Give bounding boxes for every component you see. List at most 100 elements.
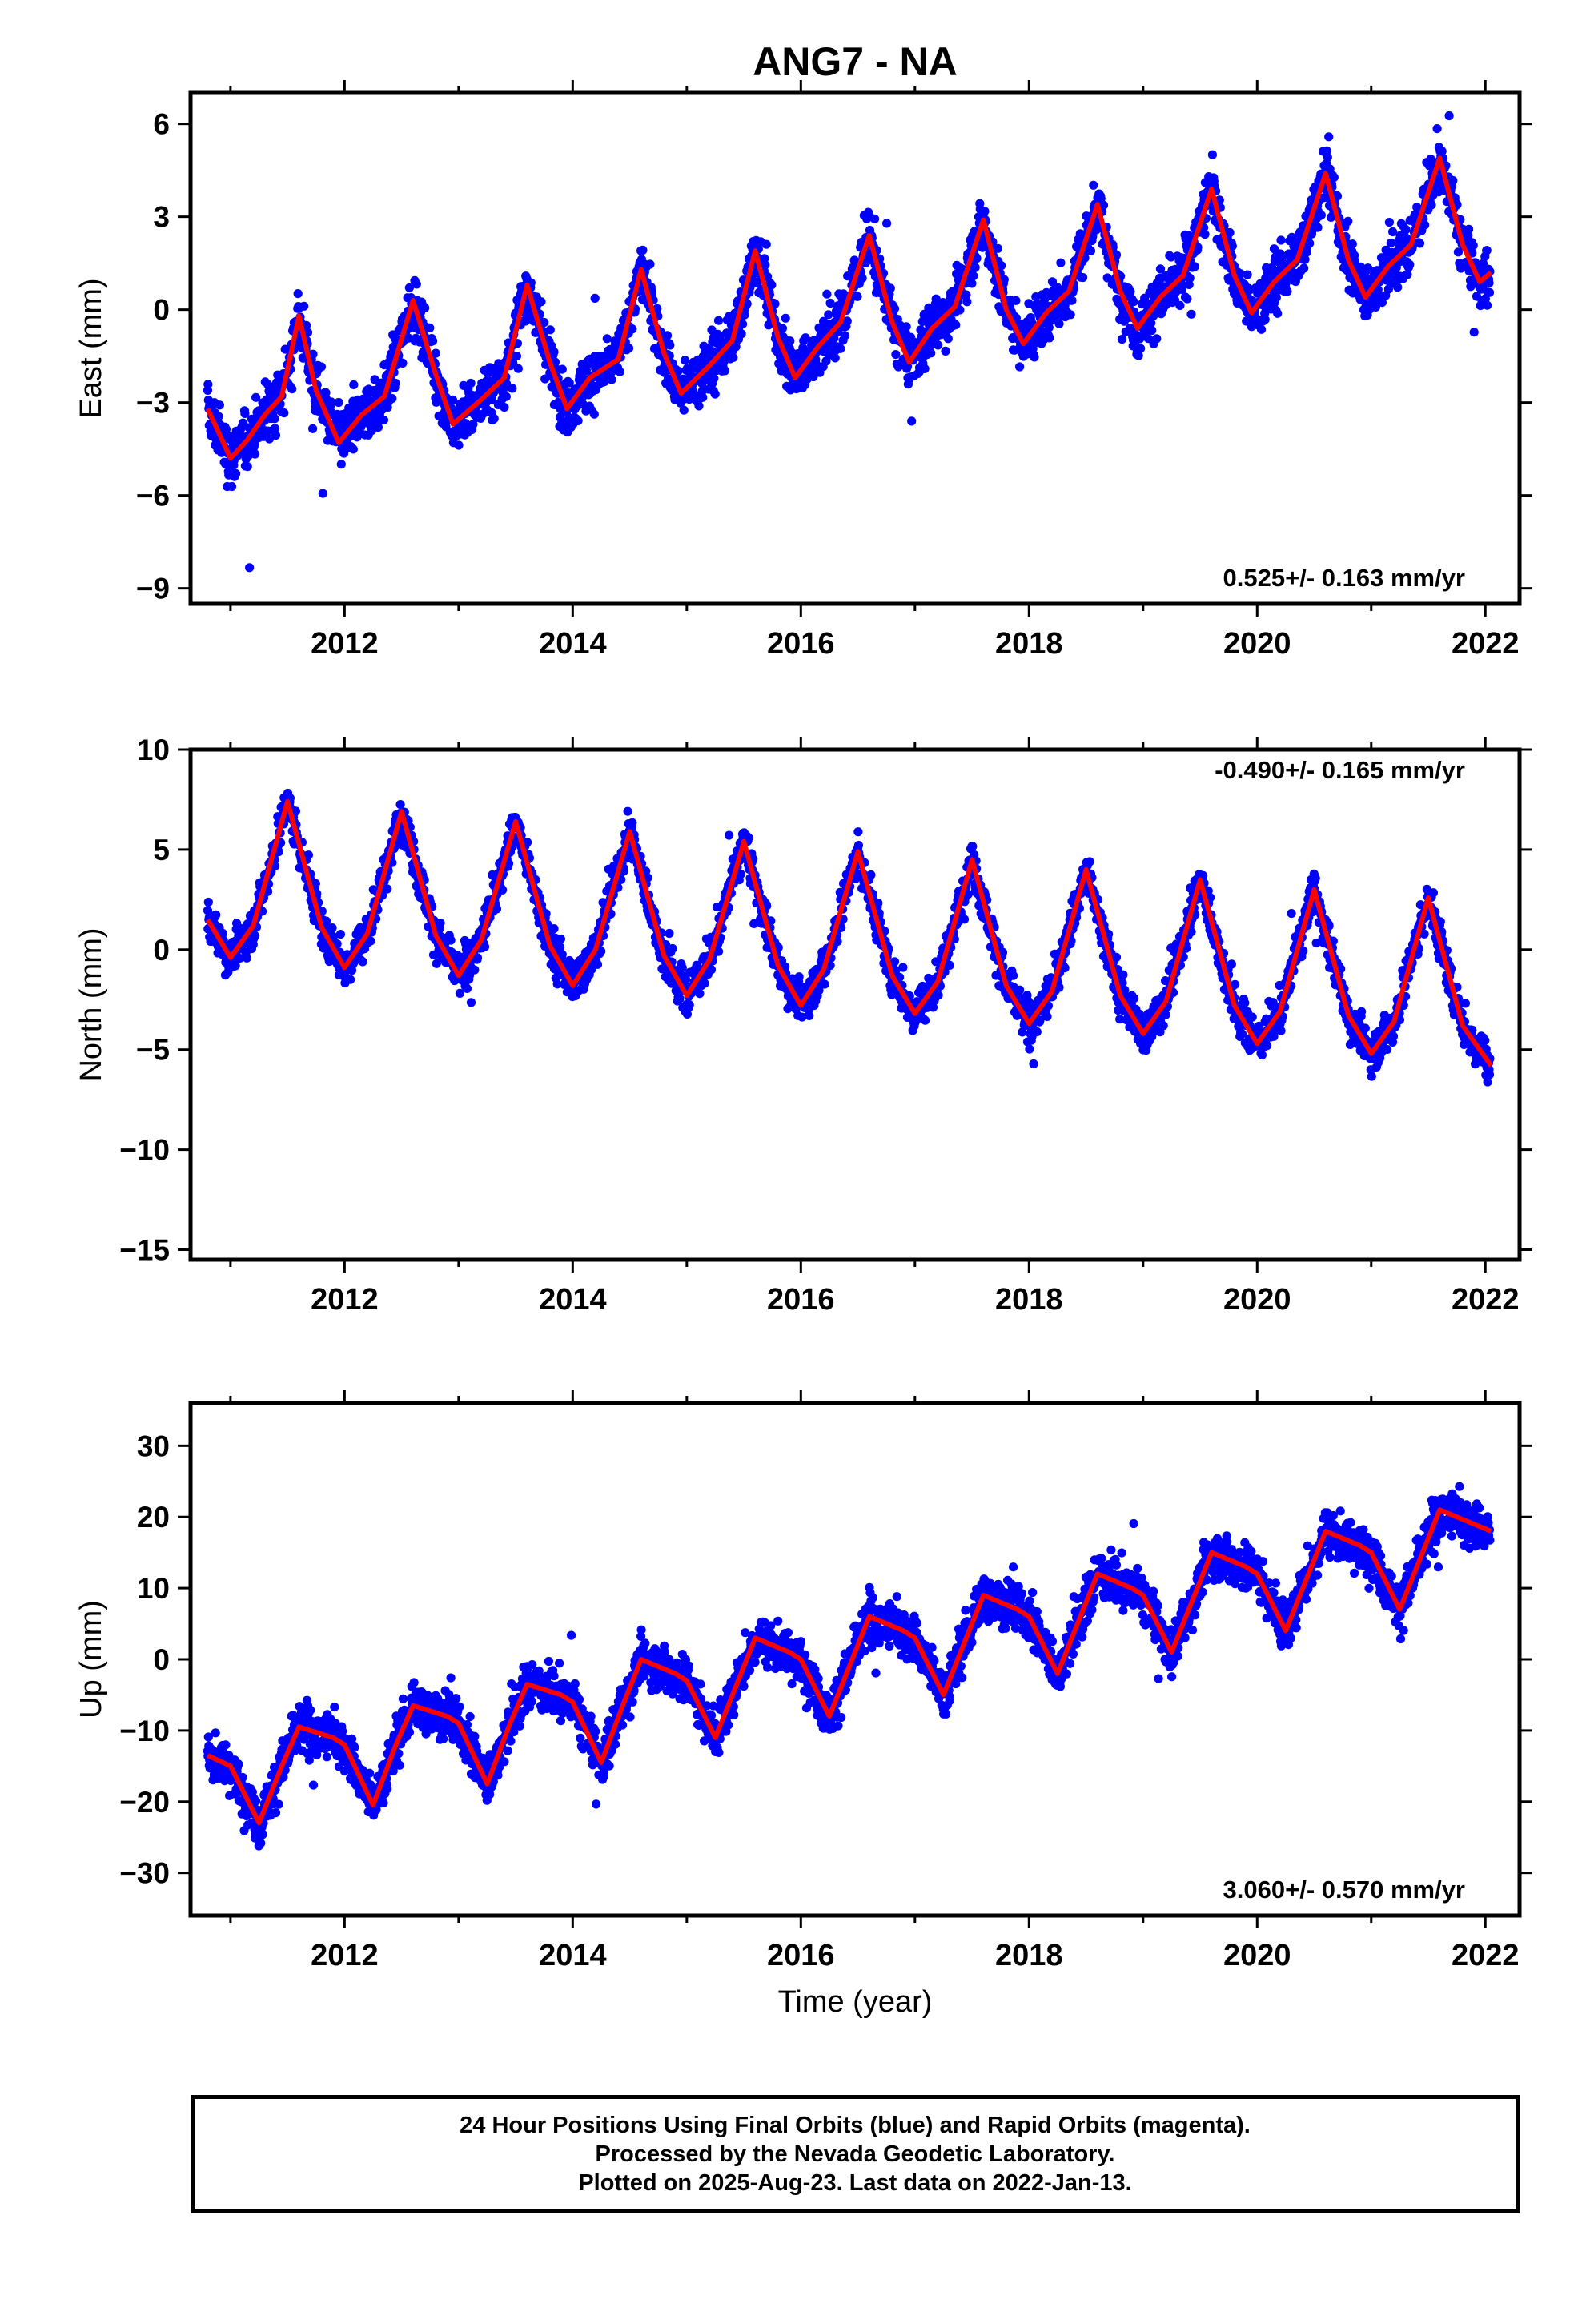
data-point bbox=[740, 310, 749, 320]
data-point bbox=[1225, 227, 1235, 238]
data-point bbox=[573, 416, 583, 426]
data-point bbox=[1483, 300, 1492, 310]
data-point bbox=[1256, 324, 1267, 334]
data-point bbox=[1011, 296, 1021, 305]
data-point bbox=[777, 324, 788, 333]
data-point bbox=[335, 930, 345, 939]
data-point bbox=[1129, 297, 1138, 307]
data-point bbox=[203, 380, 213, 389]
data-point bbox=[1015, 362, 1025, 372]
chart-title: ANG7 - NA bbox=[753, 39, 958, 84]
data-point bbox=[1468, 241, 1478, 251]
data-point bbox=[1078, 273, 1088, 283]
data-point bbox=[324, 956, 334, 967]
data-point bbox=[695, 989, 705, 999]
data-point bbox=[943, 334, 953, 344]
data-point bbox=[1427, 200, 1436, 210]
data-point bbox=[753, 279, 762, 288]
data-point bbox=[931, 294, 941, 304]
x-tick-label: 2014 bbox=[539, 627, 607, 661]
data-point bbox=[709, 373, 719, 383]
data-point bbox=[327, 923, 337, 933]
data-point bbox=[243, 462, 252, 472]
data-point bbox=[466, 998, 476, 1007]
data-point bbox=[997, 261, 1006, 271]
data-point bbox=[1434, 187, 1443, 197]
data-point bbox=[830, 353, 840, 363]
data-point bbox=[824, 310, 833, 320]
data-point bbox=[822, 289, 832, 299]
data-point bbox=[907, 416, 917, 426]
data-point bbox=[840, 331, 849, 340]
data-point bbox=[396, 800, 405, 810]
data-point bbox=[383, 884, 392, 894]
data-point bbox=[1276, 235, 1286, 245]
data-point bbox=[1469, 328, 1479, 337]
data-point bbox=[623, 806, 632, 816]
data-point bbox=[1273, 308, 1283, 318]
data-point bbox=[508, 384, 517, 393]
data-point bbox=[920, 364, 930, 373]
data-point bbox=[336, 460, 346, 469]
data-point bbox=[677, 963, 687, 973]
data-point bbox=[1316, 211, 1326, 220]
data-point bbox=[446, 935, 456, 945]
data-point bbox=[698, 392, 708, 402]
data-point bbox=[1098, 200, 1109, 210]
data-point bbox=[1323, 152, 1332, 163]
data-point bbox=[391, 378, 400, 388]
data-point bbox=[934, 340, 943, 350]
data-point bbox=[1329, 172, 1339, 182]
data-point bbox=[1388, 227, 1398, 237]
data-point bbox=[448, 395, 458, 404]
data-point bbox=[590, 293, 600, 303]
y-tick-label: 6 bbox=[153, 108, 170, 141]
data-point bbox=[245, 563, 255, 573]
data-point bbox=[993, 243, 1002, 253]
data-point bbox=[512, 352, 522, 361]
data-point bbox=[970, 263, 980, 272]
data-point bbox=[221, 424, 231, 434]
data-point bbox=[1111, 250, 1122, 259]
data-point bbox=[1464, 224, 1474, 234]
data-point bbox=[431, 348, 440, 358]
data-point bbox=[589, 409, 599, 419]
data-point bbox=[999, 275, 1009, 284]
data-point bbox=[665, 340, 675, 350]
data-point bbox=[825, 298, 835, 308]
data-point bbox=[251, 931, 260, 941]
data-point bbox=[1182, 294, 1192, 304]
data-point bbox=[1363, 263, 1373, 273]
data-point bbox=[500, 403, 509, 412]
x-tick-label: 2016 bbox=[767, 627, 835, 661]
data-point bbox=[523, 838, 532, 847]
data-point bbox=[638, 245, 648, 255]
data-point bbox=[1299, 263, 1309, 273]
data-point bbox=[428, 336, 438, 346]
data-point bbox=[311, 879, 320, 888]
data-point bbox=[645, 259, 655, 269]
data-point bbox=[270, 414, 279, 424]
data-point bbox=[700, 979, 709, 988]
data-point bbox=[1089, 180, 1098, 190]
data-point bbox=[1146, 318, 1156, 328]
data-point bbox=[1054, 319, 1064, 328]
data-point bbox=[761, 260, 770, 270]
data-point bbox=[926, 348, 936, 358]
data-point bbox=[404, 283, 414, 292]
data-point bbox=[1126, 287, 1135, 296]
data-point bbox=[1393, 283, 1403, 292]
data-point bbox=[271, 431, 281, 440]
data-point bbox=[334, 397, 343, 408]
y-tick-label: −3 bbox=[136, 387, 170, 420]
data-point bbox=[1067, 296, 1077, 305]
data-point bbox=[685, 1000, 694, 1010]
data-point bbox=[287, 384, 297, 394]
data-point bbox=[885, 283, 895, 293]
data-point bbox=[710, 389, 720, 399]
data-point bbox=[624, 344, 634, 353]
data-point bbox=[619, 866, 628, 876]
x-tick-label: 2018 bbox=[995, 627, 1063, 661]
data-point bbox=[941, 346, 950, 356]
